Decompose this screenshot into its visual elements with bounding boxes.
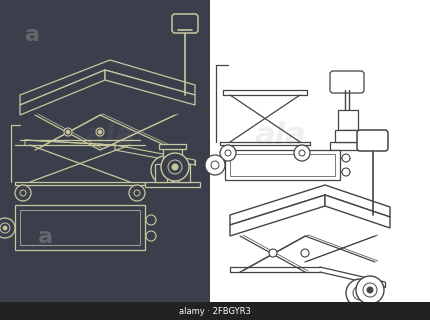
Circle shape xyxy=(363,283,377,297)
Circle shape xyxy=(0,218,15,238)
Text: a: a xyxy=(38,227,53,247)
Circle shape xyxy=(0,223,10,233)
Circle shape xyxy=(172,164,178,170)
Bar xyxy=(341,130,355,140)
Circle shape xyxy=(151,156,179,184)
Circle shape xyxy=(353,286,367,300)
Bar xyxy=(163,149,182,164)
Bar xyxy=(15,205,145,250)
Text: ala: ala xyxy=(254,121,306,149)
FancyBboxPatch shape xyxy=(330,71,364,93)
Circle shape xyxy=(158,163,172,177)
Bar xyxy=(225,150,340,180)
Bar xyxy=(145,182,200,187)
Circle shape xyxy=(342,154,350,162)
Circle shape xyxy=(356,276,384,304)
Polygon shape xyxy=(105,70,195,105)
Bar xyxy=(338,110,358,130)
Circle shape xyxy=(129,185,145,201)
Circle shape xyxy=(367,287,373,293)
Circle shape xyxy=(168,160,182,174)
Bar xyxy=(0,0,210,320)
Polygon shape xyxy=(230,185,390,225)
Bar xyxy=(210,0,430,320)
Circle shape xyxy=(299,150,305,156)
Text: alamy · 2FBGYR3: alamy · 2FBGYR3 xyxy=(179,307,251,316)
Circle shape xyxy=(134,190,140,196)
Polygon shape xyxy=(230,195,325,236)
Circle shape xyxy=(98,130,102,134)
Circle shape xyxy=(64,128,72,136)
Circle shape xyxy=(211,161,219,169)
Polygon shape xyxy=(325,195,390,228)
Bar xyxy=(155,164,167,182)
FancyBboxPatch shape xyxy=(172,14,198,33)
Circle shape xyxy=(161,153,189,181)
Circle shape xyxy=(96,128,104,136)
Bar xyxy=(0,302,430,320)
Circle shape xyxy=(205,155,225,175)
Bar xyxy=(230,154,335,176)
Circle shape xyxy=(301,249,309,257)
Bar xyxy=(330,142,364,150)
Circle shape xyxy=(220,145,236,161)
Bar xyxy=(159,144,186,149)
Circle shape xyxy=(15,185,31,201)
Circle shape xyxy=(269,249,277,257)
Circle shape xyxy=(342,168,350,176)
Circle shape xyxy=(3,226,7,230)
Text: ala: ala xyxy=(84,121,136,149)
Circle shape xyxy=(346,279,374,307)
Bar xyxy=(178,164,190,182)
Circle shape xyxy=(20,190,26,196)
FancyBboxPatch shape xyxy=(357,130,388,151)
Circle shape xyxy=(225,150,231,156)
Polygon shape xyxy=(20,70,105,115)
Circle shape xyxy=(66,130,70,134)
Bar xyxy=(335,130,359,142)
Bar xyxy=(20,210,140,245)
Polygon shape xyxy=(20,60,195,105)
Circle shape xyxy=(294,145,310,161)
Circle shape xyxy=(146,215,156,225)
Circle shape xyxy=(146,231,156,241)
Text: a: a xyxy=(25,25,40,45)
